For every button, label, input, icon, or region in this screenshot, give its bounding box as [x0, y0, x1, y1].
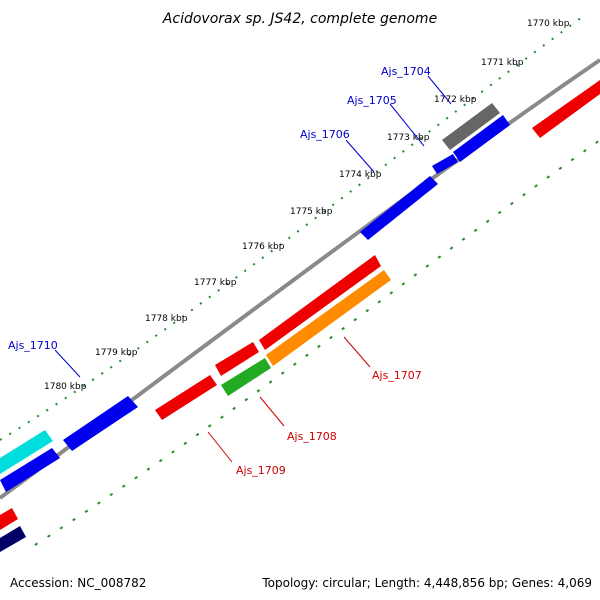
- gene-label-ajs-1706[interactable]: Ajs_1706: [300, 128, 350, 141]
- gene-ajs-1705-block[interactable]: [432, 154, 458, 174]
- gene-ajs-1708-block[interactable]: [221, 358, 271, 396]
- gene-ajs-1706-block[interactable]: [360, 176, 438, 240]
- gene-red-top-right[interactable]: [532, 80, 600, 138]
- outer-dotted-ring: [0, 14, 586, 441]
- tick-label: 1774 kbp: [339, 170, 382, 180]
- label-leader: [389, 103, 425, 147]
- tick-label: 1773 kbp: [387, 133, 430, 143]
- gene-red-1[interactable]: [259, 255, 381, 350]
- gene-labels: Ajs_1704 Ajs_1705 Ajs_1706 Ajs_1710 Ajs_…: [8, 65, 452, 477]
- label-leader: [343, 336, 371, 368]
- gene-label-ajs-1708[interactable]: Ajs_1708: [287, 430, 337, 443]
- tick-label: 1770 kbp: [527, 19, 570, 29]
- gene-label-ajs-1704[interactable]: Ajs_1704: [381, 65, 431, 78]
- gene-ajs-1707-block[interactable]: [266, 270, 391, 366]
- map-title: Acidovorax sp. JS42, complete genome: [162, 11, 437, 27]
- inner-dotted-ring: [34, 139, 600, 546]
- tick-label: 1776 kbp: [242, 242, 285, 252]
- gene-ajs-1704-block[interactable]: [453, 115, 510, 162]
- accession-text: Accession: NC_008782: [10, 576, 147, 590]
- reverse-genes: [0, 255, 391, 552]
- gene-navy-bottom-left[interactable]: [0, 526, 26, 552]
- gene-red-bottom-left[interactable]: [0, 508, 18, 530]
- label-leader: [259, 396, 285, 427]
- gene-blue-left[interactable]: [0, 448, 60, 492]
- genome-summary-text: Topology: circular; Length: 4,448,856 bp…: [262, 576, 592, 590]
- tick-label: 1779 kbp: [95, 348, 138, 358]
- gene-red-2[interactable]: [215, 342, 259, 376]
- tick-label: 1778 kbp: [145, 314, 188, 324]
- kbp-tick-labels: 1770 kbp 1771 kbp 1772 kbp 1773 kbp 1774…: [44, 19, 570, 392]
- label-leader: [207, 431, 233, 463]
- tick-label: 1777 kbp: [194, 278, 237, 288]
- tick-label: 1771 kbp: [481, 58, 524, 68]
- gene-label-ajs-1707[interactable]: Ajs_1707: [372, 369, 422, 382]
- label-leader: [345, 139, 375, 173]
- gene-ajs-1710-block[interactable]: [63, 396, 138, 451]
- label-leader: [54, 349, 81, 378]
- forward-genes: [0, 80, 600, 492]
- gene-label-ajs-1705[interactable]: Ajs_1705: [347, 94, 397, 107]
- gene-label-ajs-1709[interactable]: Ajs_1709: [236, 464, 286, 477]
- gene-label-ajs-1710[interactable]: Ajs_1710: [8, 339, 58, 352]
- gene-cyan[interactable]: [0, 430, 53, 474]
- label-leader: [427, 75, 452, 105]
- tick-label: 1775 kbp: [290, 207, 333, 217]
- gene-gray[interactable]: [442, 103, 500, 150]
- gene-ajs-1709-block[interactable]: [155, 375, 217, 420]
- tick-label: 1780 kbp: [44, 382, 87, 392]
- tick-label: 1772 kbp: [434, 95, 477, 105]
